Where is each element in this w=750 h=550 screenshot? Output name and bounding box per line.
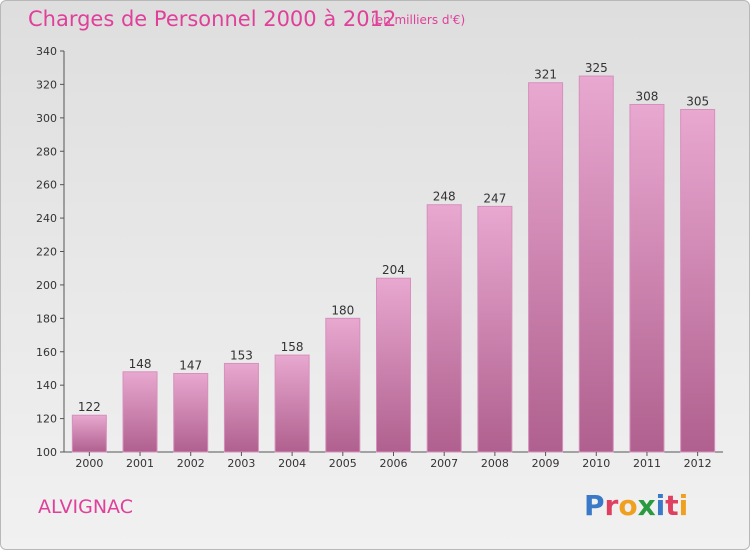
y-tick-label: 180 bbox=[36, 312, 57, 325]
bar bbox=[274, 354, 310, 453]
y-tick-label: 320 bbox=[36, 78, 57, 91]
bar-value-label: 204 bbox=[382, 263, 405, 277]
x-tick-label: 2011 bbox=[633, 457, 661, 470]
x-tick-label: 2002 bbox=[177, 457, 205, 470]
y-tick-label: 200 bbox=[36, 279, 57, 292]
y-tick-label: 300 bbox=[36, 112, 57, 125]
y-tick-label: 220 bbox=[36, 246, 57, 259]
bar-value-label: 305 bbox=[686, 94, 709, 108]
y-tick-label: 140 bbox=[36, 379, 57, 392]
bar bbox=[477, 205, 513, 453]
y-tick-label: 100 bbox=[36, 446, 57, 459]
x-tick-label: 2012 bbox=[684, 457, 712, 470]
bar bbox=[376, 277, 411, 453]
bar-value-label: 148 bbox=[129, 357, 152, 371]
y-tick-label: 120 bbox=[36, 413, 57, 426]
x-tick-label: 2010 bbox=[582, 457, 610, 470]
x-tick-label: 2000 bbox=[75, 457, 103, 470]
bar-value-label: 122 bbox=[78, 400, 101, 414]
y-tick-label: 260 bbox=[36, 179, 57, 192]
chart-title: Charges de Personnel 2000 à 2012 bbox=[28, 7, 397, 31]
bar bbox=[122, 371, 158, 453]
x-tick-label: 2005 bbox=[329, 457, 357, 470]
commune-name: ALVIGNAC bbox=[38, 496, 133, 518]
bar-value-label: 153 bbox=[230, 348, 253, 362]
bar-value-label: 247 bbox=[483, 191, 506, 205]
x-tick-label: 2004 bbox=[278, 457, 306, 470]
bar bbox=[426, 204, 462, 453]
bar-value-label: 308 bbox=[636, 89, 659, 103]
x-tick-label: 2008 bbox=[481, 457, 509, 470]
chart-subtitle: (en milliers d'€) bbox=[371, 13, 466, 27]
y-tick-label: 280 bbox=[36, 145, 57, 158]
bar bbox=[71, 414, 107, 453]
bar bbox=[223, 362, 259, 453]
x-tick-label: 2007 bbox=[430, 457, 458, 470]
x-tick-label: 2001 bbox=[126, 457, 154, 470]
x-tick-label: 2009 bbox=[532, 457, 560, 470]
bar-value-label: 248 bbox=[433, 190, 456, 204]
proxiti-logo: Proxiti bbox=[584, 489, 689, 522]
bar bbox=[173, 372, 209, 453]
bar bbox=[629, 103, 665, 453]
bar bbox=[680, 108, 716, 453]
bar-value-label: 180 bbox=[331, 303, 354, 317]
bar-value-label: 158 bbox=[281, 340, 304, 354]
bar-value-label: 325 bbox=[585, 61, 608, 75]
x-tick-label: 2003 bbox=[227, 457, 255, 470]
bar bbox=[325, 317, 361, 453]
bar-value-label: 147 bbox=[179, 358, 202, 372]
y-tick-label: 240 bbox=[36, 212, 57, 225]
bar bbox=[578, 75, 614, 453]
x-tick-label: 2006 bbox=[380, 457, 408, 470]
y-tick-label: 160 bbox=[36, 346, 57, 359]
y-tick-label: 340 bbox=[36, 45, 57, 58]
bar bbox=[528, 82, 564, 453]
bar-value-label: 321 bbox=[534, 68, 557, 82]
